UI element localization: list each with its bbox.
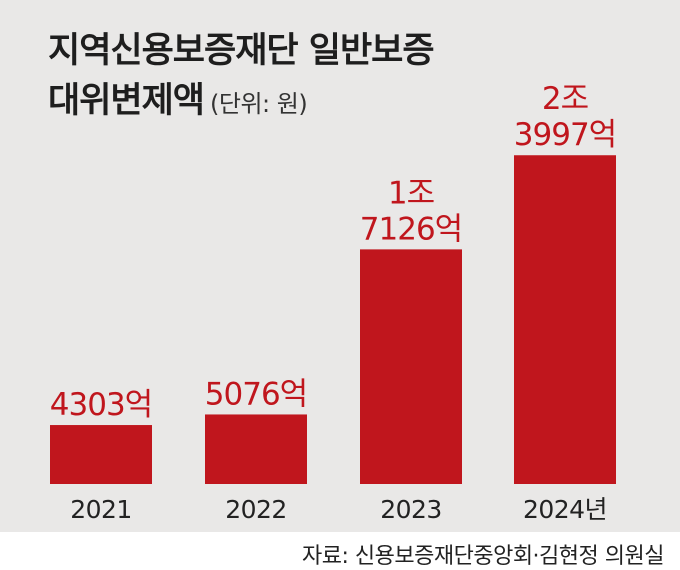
x-tick-label-2022: 2022: [225, 495, 287, 524]
x-tick-label-2021: 2021: [70, 495, 132, 524]
data-label-2023-line-2: 7126억: [360, 211, 462, 247]
bar-2024년: [514, 155, 616, 485]
x-tick-label-2023: 2023: [380, 495, 442, 524]
chart-title-line-2: 대위변제액 (단위: 원): [48, 72, 308, 123]
data-label-2022-line-1: 5076억: [205, 376, 307, 412]
source-note: 자료: 신용보증재단중앙회·김현정 의원실: [302, 544, 664, 569]
chart-title-line-1: 지역신용보증재단 일반보증: [48, 31, 435, 71]
data-label-2023-line-1: 1조: [388, 175, 434, 211]
data-label-2024년-line-1: 2조: [542, 81, 588, 117]
data-label-2021-line-1: 4303억: [50, 387, 152, 423]
bar-2023: [360, 249, 462, 484]
bar-2022: [205, 414, 307, 484]
chart-title-line-2-text: 대위변제액: [48, 81, 205, 121]
unit-note: (단위: 원): [210, 90, 308, 118]
data-label-2024년-line-2: 3997억: [514, 117, 616, 153]
bar-2021: [50, 425, 152, 484]
x-tick-label-2024년: 2024년: [523, 495, 607, 524]
